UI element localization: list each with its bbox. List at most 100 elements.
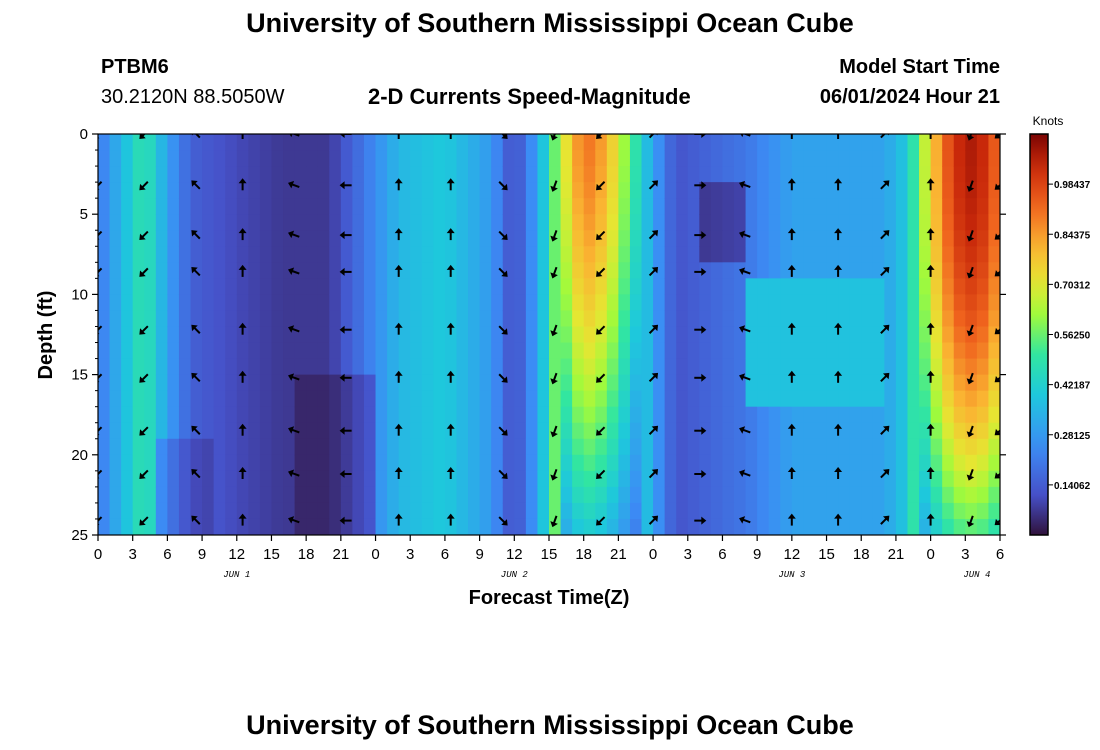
heatmap-cell (641, 502, 654, 520)
heatmap-cell (653, 278, 666, 295)
heatmap-cell (757, 166, 770, 183)
heatmap-cell (722, 262, 735, 279)
heatmap-cell (618, 422, 631, 440)
heatmap-cell (363, 230, 377, 247)
heatmap-cell (618, 502, 631, 520)
current-arrow (288, 469, 300, 478)
heatmap-cell (144, 166, 157, 183)
heatmap-cell (363, 310, 377, 328)
heatmap-cell (202, 358, 215, 376)
heatmap-cell (178, 182, 192, 199)
heatmap-cell (583, 262, 596, 279)
heatmap-cell (549, 294, 562, 312)
current-arrow (694, 231, 707, 240)
heatmap-cell (121, 246, 134, 263)
heatmap-cell (814, 262, 828, 279)
heatmap-cell (745, 390, 758, 408)
heatmap-cell (375, 422, 388, 440)
heatmap-cell (710, 374, 724, 392)
heatmap-cell (676, 470, 689, 488)
current-arrow (739, 230, 751, 239)
y-tick-label: 20 (71, 447, 88, 464)
heatmap-cell (468, 182, 481, 199)
heatmap-cell (144, 262, 157, 279)
current-arrow (694, 134, 707, 138)
heatmap-cell (190, 198, 203, 215)
heatmap-cell (109, 182, 122, 199)
heatmap-cell (734, 486, 747, 504)
heatmap-cell (768, 150, 781, 167)
heatmap-cell (629, 406, 643, 424)
heatmap-cell (387, 518, 400, 535)
heatmap-cell (306, 486, 319, 504)
heatmap-cell (942, 166, 955, 183)
heatmap-cell (213, 342, 226, 360)
heatmap-cell (236, 470, 249, 488)
heatmap-cell (676, 134, 689, 151)
heatmap-cell (976, 326, 990, 344)
heatmap-cell (838, 518, 851, 535)
heatmap-cell (549, 198, 562, 215)
heatmap-cell (780, 374, 793, 392)
heatmap-cell (306, 470, 319, 488)
heatmap-cell (919, 246, 932, 263)
heatmap-cell (953, 150, 966, 167)
heatmap-cell (895, 150, 909, 167)
heatmap-cell (502, 438, 515, 456)
heatmap-cell (872, 470, 885, 488)
heatmap-cell (352, 214, 365, 231)
heatmap-cell (849, 198, 862, 215)
heatmap-cell (329, 134, 342, 151)
heatmap-cell (791, 230, 805, 247)
heatmap-cell (155, 230, 168, 247)
heatmap-cell (294, 518, 307, 535)
heatmap-cell (768, 134, 781, 151)
heatmap-cell (329, 486, 342, 504)
heatmap-cell (745, 406, 758, 424)
heatmap-cell (942, 326, 955, 344)
heatmap-cell (109, 198, 122, 215)
heatmap-cell (178, 406, 192, 424)
heatmap-cell (121, 326, 134, 344)
heatmap-cell (283, 454, 296, 472)
heatmap-cell (895, 230, 909, 247)
heatmap-cell (976, 230, 990, 247)
heatmap-cell (178, 358, 192, 376)
heatmap-cell (271, 150, 284, 167)
heatmap-cell (942, 214, 955, 231)
heatmap-cell (433, 438, 446, 456)
heatmap-cell (664, 374, 677, 392)
heatmap-cell (167, 486, 180, 504)
heatmap-cell (514, 326, 527, 344)
heatmap-cell (803, 166, 816, 183)
heatmap-cell (109, 262, 122, 279)
colorbar-tick-label: 0.28125 (1054, 431, 1091, 442)
heatmap-cell (121, 278, 134, 295)
heatmap-cell (734, 342, 747, 360)
heatmap-cell (375, 150, 388, 167)
heatmap-cell (618, 262, 631, 279)
heatmap-cell (525, 310, 539, 328)
heatmap-cell (236, 518, 249, 535)
heatmap-cell (560, 374, 573, 392)
heatmap-cell (468, 246, 481, 263)
heatmap-cell (271, 406, 284, 424)
heatmap-cell (560, 198, 573, 215)
heatmap-cell (803, 438, 816, 456)
heatmap-cell (722, 230, 735, 247)
x-tick-label: 12 (784, 546, 801, 563)
heatmap-cell (340, 166, 354, 183)
heatmap-cell (895, 310, 909, 328)
current-arrow (139, 469, 149, 479)
heatmap-cell (687, 278, 700, 295)
heatmap-cell (340, 150, 354, 167)
day-label: JUN 1 (223, 570, 250, 580)
heatmap-cell (178, 374, 192, 392)
heatmap-cell (895, 502, 909, 520)
current-arrow (926, 423, 935, 436)
heatmap-cell (734, 422, 747, 440)
heatmap-cell (491, 182, 504, 199)
heatmap-cell (190, 438, 203, 456)
heatmap-cell (444, 326, 458, 344)
heatmap-cell (884, 374, 897, 392)
